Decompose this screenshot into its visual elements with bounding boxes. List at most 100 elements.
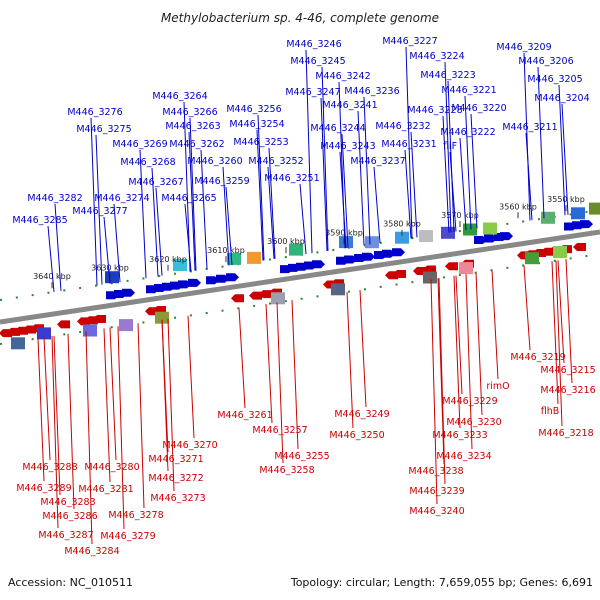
forward-gene-arrow <box>500 232 513 241</box>
forward-gene-label: M446_3252 <box>248 156 303 167</box>
forward-gene-arrow <box>580 220 593 229</box>
reverse-gene-label: M446_3258 <box>259 465 314 476</box>
reverse-gene-label: M446_3249 <box>334 409 389 420</box>
reverse-leader-line <box>276 302 284 464</box>
forward-gene-arrow <box>392 248 405 257</box>
tick-label: 3600 kbp <box>267 237 305 246</box>
forward-gene-label: M446_3256 <box>226 104 281 115</box>
reverse-leader-line <box>137 323 145 509</box>
forward-leader-line <box>184 203 192 272</box>
reverse-gene-label: M446_3272 <box>148 473 203 484</box>
forward-gene-label: M446_3247 <box>285 87 340 98</box>
reverse-gene-label: M446_3273 <box>150 493 205 504</box>
forward-leader-line <box>225 186 233 266</box>
forward-gene-label: M446_3262 <box>169 139 224 150</box>
reverse-gene-label: M446_3257 <box>252 425 307 436</box>
forward-leader-line <box>357 110 365 246</box>
accession-text: Accession: NC_010511 <box>8 576 133 589</box>
reverse-leader-line <box>53 335 61 496</box>
forward-gene-arrow <box>206 276 219 285</box>
forward-leader-line <box>47 225 55 292</box>
forward-gene-label: M446_3222 <box>440 127 495 138</box>
reverse-leader-line <box>37 338 45 482</box>
forward-gene-label: M446_3237 <box>350 156 405 167</box>
forward-gene-label: M446_3206 <box>518 56 573 67</box>
feature-block <box>365 236 379 249</box>
feature-block <box>571 207 585 220</box>
reverse-gene-label: M446_3279 <box>100 531 155 542</box>
reverse-gene-label: M446_3218 <box>538 428 593 439</box>
reverse-leader-line <box>565 259 573 384</box>
reverse-gene-label: M446_3216 <box>540 385 595 396</box>
reverse-leader-line <box>551 261 559 405</box>
feature-block <box>423 271 437 284</box>
feature-block <box>83 324 97 337</box>
reverse-gene-arrow <box>57 320 70 329</box>
tick-label: 3630 kbp <box>91 264 129 273</box>
tick-label: 3580 kbp <box>383 220 421 229</box>
forward-gene-label: M446_3224 <box>409 51 464 62</box>
forward-gene-arrow <box>312 260 325 269</box>
forward-gene-label: M446_3267 <box>128 177 183 188</box>
forward-gene-label: M446_3241 <box>322 100 377 111</box>
reverse-leader-line <box>438 278 446 485</box>
reverse-gene-label: M446_3284 <box>64 546 119 557</box>
reverse-gene-label: rimO <box>486 381 509 392</box>
reverse-gene-label: M446_3230 <box>446 417 501 428</box>
forward-gene-label: M446_3276 <box>67 107 122 118</box>
reverse-leader-line <box>265 304 273 424</box>
forward-gene-label: M446_3277 <box>72 206 127 217</box>
reverse-gene-label: M446_3289 <box>16 483 71 494</box>
forward-gene-label: M446_3228 <box>407 105 462 116</box>
feature-block <box>541 211 555 224</box>
reverse-leader-line <box>491 270 499 380</box>
genome-summary: Topology: circular; Length: 7,659,055 bp… <box>290 576 593 589</box>
forward-leader-line <box>183 101 191 272</box>
forward-gene-label: M446_3251 <box>264 173 319 184</box>
feature-block <box>173 259 187 271</box>
reverse-gene-label: flhB <box>541 406 560 417</box>
forward-gene-arrow <box>362 252 375 261</box>
forward-leader-line <box>268 147 276 259</box>
reverse-leader-line <box>67 333 75 510</box>
reverse-leader-line <box>187 315 195 439</box>
forward-leader-line <box>305 49 313 254</box>
forward-leader-line <box>470 113 478 229</box>
forward-gene-arrow <box>226 273 239 282</box>
feature-block <box>289 243 303 256</box>
feature-block <box>331 283 345 296</box>
forward-gene-label: M446_3263 <box>165 121 220 132</box>
reverse-gene-arrow <box>445 262 458 271</box>
forward-gene-label: M446_3232 <box>375 121 430 132</box>
forward-gene-label: M446_3274 <box>94 193 149 204</box>
reverse-gene-arrow <box>259 290 272 299</box>
reverse-leader-line <box>85 331 93 545</box>
reverse-leader-line <box>437 278 445 465</box>
reverse-leader-line <box>453 275 461 429</box>
tick-label: 3640 kbp <box>33 272 71 281</box>
forward-gene-arrow <box>474 236 487 244</box>
reverse-gene-label: M446_3255 <box>274 451 329 462</box>
backbone-line <box>0 229 600 325</box>
feature-block <box>155 311 169 324</box>
reverse-leader-line <box>359 289 367 408</box>
forward-gene-label: M446_3264 <box>152 91 207 102</box>
forward-leader-line <box>449 151 457 232</box>
forward-gene-label: M446_3266 <box>162 107 217 118</box>
feature-block <box>441 226 455 239</box>
forward-leader-line <box>404 149 412 239</box>
reverse-gene-label: M446_3288 <box>22 462 77 473</box>
reverse-gene-label: M446_3233 <box>432 430 487 441</box>
reverse-gene-label: M446_3280 <box>84 462 139 473</box>
forward-gene-label: M446_3246 <box>286 39 341 50</box>
genome-band <box>0 202 600 350</box>
forward-leader-line <box>537 66 545 219</box>
feature-block <box>11 337 25 350</box>
tick-label: 3560 kbp <box>499 202 537 211</box>
reverse-leader-line <box>430 279 438 505</box>
tick-label: 3570 kbp <box>441 211 479 220</box>
forward-gene-label: M446_3242 <box>315 71 370 82</box>
forward-leader-line <box>54 203 62 291</box>
forward-gene-label: M446_3211 <box>502 122 557 133</box>
feature-block <box>271 292 285 305</box>
